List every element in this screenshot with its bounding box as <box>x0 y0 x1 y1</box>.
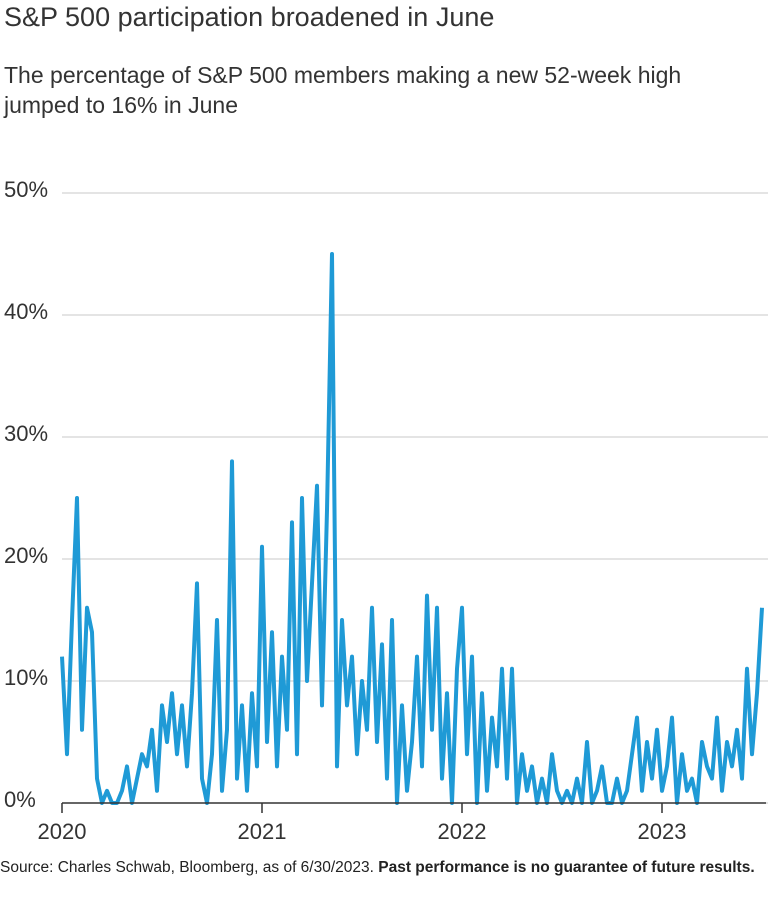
data-line <box>60 252 764 805</box>
x-tick-label: 2023 <box>638 819 687 844</box>
chart-title: S&P 500 participation broadened in June <box>4 2 495 32</box>
y-tick-label: 0% <box>4 787 36 812</box>
y-tick-label: 20% <box>4 543 48 568</box>
y-tick-label: 40% <box>4 299 48 324</box>
disclaimer: Past performance is no guarantee of futu… <box>378 859 755 876</box>
x-tick-label: 2021 <box>238 819 287 844</box>
source: Source: Charles Schwab, Bloomberg, as of… <box>0 859 374 876</box>
x-tick-label: 2022 <box>438 819 487 844</box>
chart-subtitle: The percentage of S&P 500 members making… <box>4 62 682 118</box>
y-tick-label: 50% <box>4 177 48 202</box>
x-tick-label: 2020 <box>38 819 87 844</box>
source-note: Source: Charles Schwab, Bloomberg, as of… <box>0 858 768 878</box>
y-tick-label: 30% <box>4 421 48 446</box>
y-tick-label: 10% <box>4 665 48 690</box>
